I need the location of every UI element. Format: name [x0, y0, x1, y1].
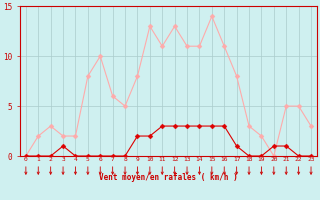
X-axis label: Vent moyen/en rafales ( km/h ): Vent moyen/en rafales ( km/h )	[99, 174, 238, 182]
